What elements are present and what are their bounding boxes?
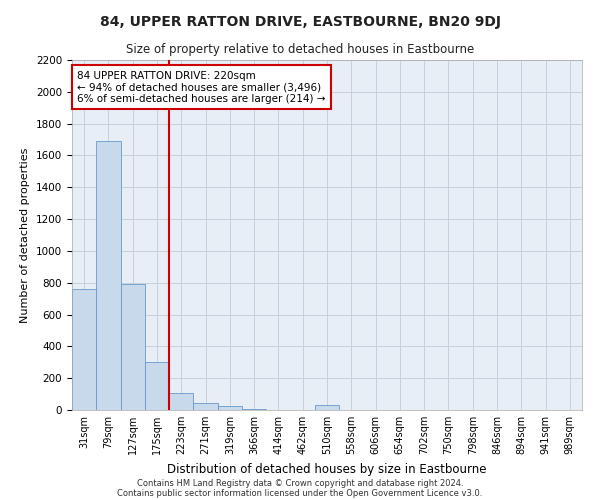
Bar	[315, 405, 339, 410]
Text: Size of property relative to detached houses in Eastbourne: Size of property relative to detached ho…	[126, 42, 474, 56]
Bar	[242, 409, 266, 410]
Bar	[218, 406, 242, 410]
Bar	[72, 289, 96, 410]
Bar	[169, 392, 193, 410]
Text: 84 UPPER RATTON DRIVE: 220sqm
← 94% of detached houses are smaller (3,496)
6% of: 84 UPPER RATTON DRIVE: 220sqm ← 94% of d…	[77, 70, 326, 104]
Bar	[145, 362, 169, 410]
Bar	[193, 403, 218, 410]
Text: Contains HM Land Registry data © Crown copyright and database right 2024.: Contains HM Land Registry data © Crown c…	[137, 478, 463, 488]
Text: 84, UPPER RATTON DRIVE, EASTBOURNE, BN20 9DJ: 84, UPPER RATTON DRIVE, EASTBOURNE, BN20…	[100, 15, 500, 29]
Bar	[96, 141, 121, 410]
Bar	[121, 284, 145, 410]
Y-axis label: Number of detached properties: Number of detached properties	[20, 148, 31, 322]
Text: Contains public sector information licensed under the Open Government Licence v3: Contains public sector information licen…	[118, 488, 482, 498]
X-axis label: Distribution of detached houses by size in Eastbourne: Distribution of detached houses by size …	[167, 462, 487, 475]
